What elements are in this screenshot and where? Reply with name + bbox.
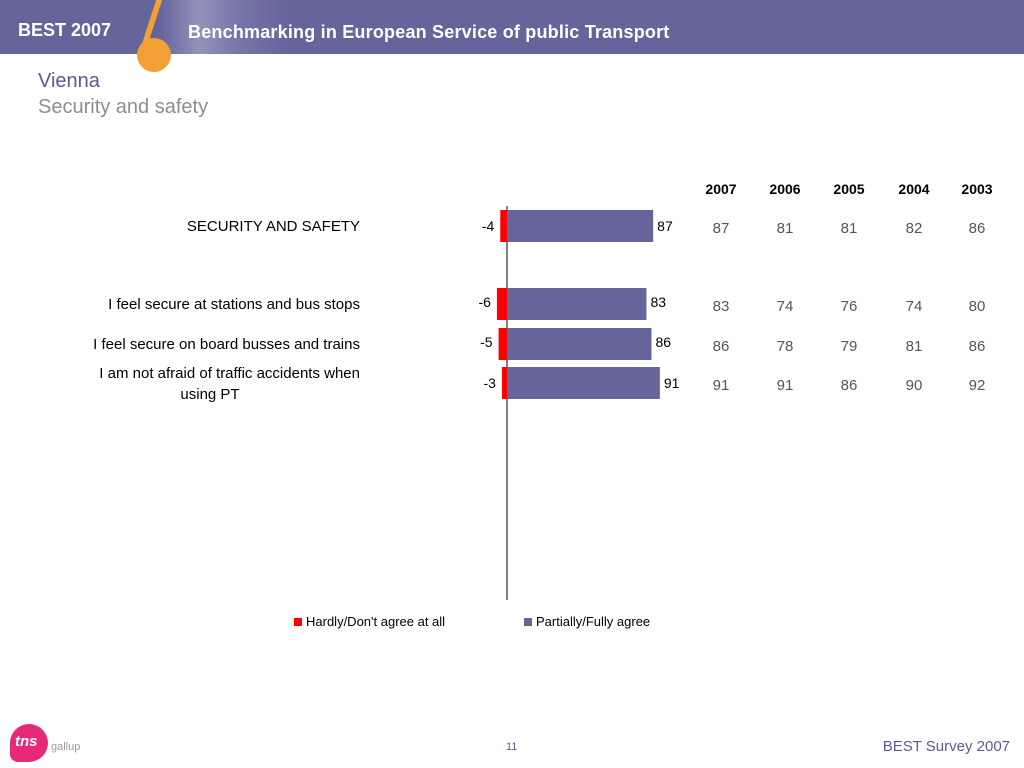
history-value-2005: 81 bbox=[841, 220, 858, 237]
page-subtitle: Security and safety bbox=[38, 96, 209, 118]
bar-negative-label: -6 bbox=[478, 294, 491, 310]
logo-subtext: gallup bbox=[51, 741, 81, 753]
header-band: BEST 2007 Benchmarking in European Servi… bbox=[0, 0, 1024, 54]
history-value-2006: 78 bbox=[777, 338, 794, 355]
header-headline: Benchmarking in European Service of publ… bbox=[188, 22, 670, 42]
year-header-2007: 2007 bbox=[705, 181, 736, 197]
legend-label-positive: Partially/Fully agree bbox=[536, 614, 651, 629]
bar-positive-label: 83 bbox=[650, 294, 666, 310]
bar-positive bbox=[507, 210, 654, 242]
history-value-2003: 86 bbox=[969, 338, 986, 355]
logo-text: tns bbox=[15, 733, 38, 750]
history-value-2003: 92 bbox=[969, 377, 986, 394]
header-photo bbox=[160, 0, 290, 54]
page-number: 11 bbox=[506, 741, 518, 753]
history-value-2003: 86 bbox=[969, 220, 986, 237]
legend-item-positive: Partially/Fully agree bbox=[524, 614, 650, 629]
history-value-2003: 80 bbox=[969, 298, 986, 315]
page-title: Vienna bbox=[38, 70, 100, 92]
category-label: SECURITY AND SAFETY bbox=[187, 218, 360, 235]
history-value-2006: 74 bbox=[777, 298, 794, 315]
history-value-2006: 81 bbox=[777, 220, 794, 237]
bar-negative bbox=[498, 328, 507, 360]
history-value-2007: 83 bbox=[713, 298, 730, 315]
history-value-2007: 87 bbox=[713, 220, 730, 237]
bar-positive-label: 87 bbox=[657, 218, 673, 234]
bar-positive bbox=[507, 367, 660, 399]
orange-dot-decoration bbox=[137, 38, 171, 72]
history-value-2005: 76 bbox=[841, 298, 858, 315]
year-header-2006: 2006 bbox=[769, 181, 800, 197]
bar-negative-label: -5 bbox=[480, 334, 493, 350]
category-label: I am not afraid of traffic accidents whe… bbox=[99, 365, 360, 403]
history-value-2007: 86 bbox=[713, 338, 730, 355]
history-value-2005: 79 bbox=[841, 338, 858, 355]
legend-item-negative: Hardly/Don't agree at all bbox=[294, 614, 445, 629]
history-value-2006: 91 bbox=[777, 377, 794, 394]
bar-positive-label: 91 bbox=[664, 375, 680, 391]
history-value-2004: 81 bbox=[906, 338, 923, 355]
bar-positive-label: 86 bbox=[655, 334, 671, 350]
bar-negative-label: -3 bbox=[484, 375, 497, 391]
history-value-2005: 86 bbox=[841, 377, 858, 394]
legend-label-negative: Hardly/Don't agree at all bbox=[306, 614, 446, 629]
history-value-2004: 74 bbox=[906, 298, 923, 315]
year-header-2003: 2003 bbox=[961, 181, 992, 197]
history-value-2004: 90 bbox=[906, 377, 923, 394]
year-header-2005: 2005 bbox=[833, 181, 864, 197]
bar-positive bbox=[507, 288, 647, 320]
legend-swatch-positive bbox=[524, 618, 532, 626]
bar-negative bbox=[496, 288, 507, 320]
footer-survey-label: BEST Survey 2007 bbox=[882, 738, 1010, 755]
year-header-2004: 2004 bbox=[898, 181, 929, 197]
history-value-2004: 82 bbox=[906, 220, 923, 237]
bar-negative bbox=[500, 210, 507, 242]
category-label: I feel secure on board busses and trains bbox=[93, 336, 360, 353]
bar-positive bbox=[507, 328, 652, 360]
brand-title: BEST 2007 bbox=[18, 20, 112, 40]
history-value-2007: 91 bbox=[713, 377, 730, 394]
diverging-bar-chart: 2007 2006 2005 2004 2003 SECURITY AND SAFETY -… bbox=[93, 181, 993, 600]
legend-swatch-negative bbox=[294, 618, 302, 626]
bar-negative-label: -4 bbox=[482, 218, 495, 234]
tns-logo: tns bbox=[10, 724, 48, 762]
category-label: I feel secure at stations and bus stops bbox=[108, 296, 360, 313]
bar-negative bbox=[501, 367, 507, 399]
